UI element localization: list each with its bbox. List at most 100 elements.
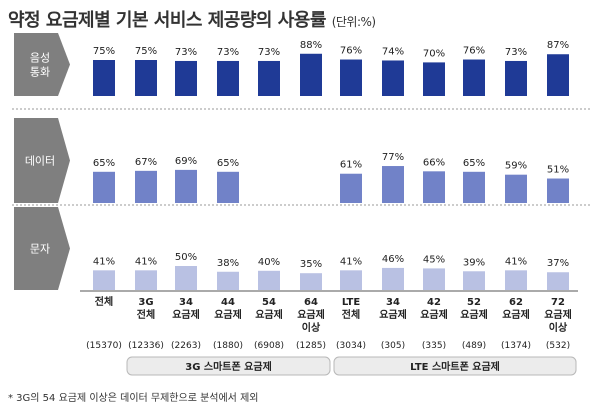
bar	[300, 53, 322, 96]
data-label: 40%	[258, 257, 280, 268]
bar	[175, 60, 197, 96]
bar	[505, 60, 527, 96]
category-count: (2263)	[171, 341, 201, 351]
bar	[382, 267, 404, 290]
bar	[505, 174, 527, 203]
bar	[505, 270, 527, 290]
bar	[463, 171, 485, 203]
data-label: 41%	[505, 256, 527, 267]
bar	[382, 166, 404, 203]
chart-unit: (단위:%)	[331, 15, 376, 29]
data-label: 67%	[135, 157, 157, 168]
category-label: 요금제	[460, 308, 488, 321]
data-label: 76%	[463, 46, 485, 57]
bar	[463, 59, 485, 96]
category-label: LTE	[342, 297, 361, 308]
category-label: 3G	[138, 297, 153, 308]
category-count: (1285)	[296, 341, 326, 351]
category-label: 62	[509, 297, 523, 308]
category-label: 이상	[302, 321, 321, 334]
category-label: 52	[467, 297, 481, 308]
series-label: 음성	[30, 52, 50, 65]
data-label: 51%	[547, 165, 569, 176]
category-label: 요금제	[420, 308, 448, 321]
data-label: 65%	[463, 158, 485, 169]
bar	[217, 171, 239, 203]
data-label: 73%	[217, 47, 239, 58]
series-label: 데이터	[25, 155, 55, 168]
data-label: 41%	[93, 256, 115, 267]
data-label: 74%	[382, 46, 404, 57]
series-label-arrow	[14, 207, 70, 290]
category-count: (3034)	[336, 341, 366, 351]
bar	[340, 59, 362, 96]
data-label: 35%	[300, 259, 322, 270]
bar	[547, 54, 569, 96]
bar	[382, 60, 404, 96]
data-label: 41%	[135, 256, 157, 267]
bar	[423, 268, 445, 290]
series-label: 문자	[30, 243, 50, 256]
category-label: 전체	[95, 295, 113, 308]
bar	[175, 266, 197, 290]
series-label-arrow	[14, 118, 70, 203]
category-label: 요금제	[172, 308, 200, 321]
data-label: 70%	[423, 48, 445, 59]
category-label: 54	[262, 297, 276, 308]
bar	[463, 271, 485, 290]
bar	[300, 273, 322, 290]
bar	[217, 271, 239, 290]
chart-title: 약정 요금제별 기본 서비스 제공량의 사용률 (단위:%)	[8, 6, 376, 32]
bar	[93, 171, 115, 203]
bar	[175, 169, 197, 203]
data-label: 66%	[423, 157, 445, 168]
category-count: (1374)	[501, 341, 531, 351]
data-label: 88%	[300, 40, 322, 51]
data-label: 37%	[547, 258, 569, 269]
bar	[217, 60, 239, 96]
bar	[547, 178, 569, 203]
bar	[423, 62, 445, 96]
data-label: 65%	[217, 158, 239, 169]
data-label: 73%	[258, 47, 280, 58]
category-label: 44	[221, 297, 235, 308]
data-label: 75%	[135, 46, 157, 57]
bar	[93, 60, 115, 96]
category-label: 전체	[342, 308, 360, 321]
category-count: (489)	[462, 341, 486, 351]
data-label: 61%	[340, 160, 362, 171]
data-label: 69%	[175, 156, 197, 167]
category-label: 전체	[137, 308, 155, 321]
data-label: 46%	[382, 254, 404, 265]
data-label: 76%	[340, 46, 362, 57]
category-label: 34	[386, 297, 400, 308]
category-count: (335)	[422, 341, 446, 351]
category-label: 요금제	[297, 308, 325, 321]
data-label: 73%	[505, 47, 527, 58]
data-label: 50%	[175, 252, 197, 263]
bar	[258, 270, 280, 290]
category-label: 42	[427, 297, 441, 308]
chart-title-text: 약정 요금제별 기본 서비스 제공량의 사용률	[8, 10, 326, 31]
category-count: (305)	[381, 341, 405, 351]
bar	[423, 171, 445, 203]
group-label: 3G 스마트폰 요금제	[185, 360, 272, 373]
bar	[340, 270, 362, 290]
data-label: 77%	[382, 152, 404, 163]
category-label: 요금제	[544, 308, 572, 321]
category-label: 72	[551, 297, 565, 308]
group-box	[126, 356, 331, 376]
bar	[93, 270, 115, 290]
data-label: 41%	[340, 256, 362, 267]
category-count: (12336)	[128, 341, 164, 351]
bar	[135, 170, 157, 203]
data-label: 38%	[217, 258, 239, 269]
data-label: 75%	[93, 46, 115, 57]
category-count: (15370)	[86, 341, 122, 351]
category-label: 요금제	[255, 308, 283, 321]
series-label-arrow	[14, 33, 70, 96]
category-count: (6908)	[254, 341, 284, 351]
series-label: 통화	[30, 66, 50, 79]
bar	[135, 60, 157, 96]
